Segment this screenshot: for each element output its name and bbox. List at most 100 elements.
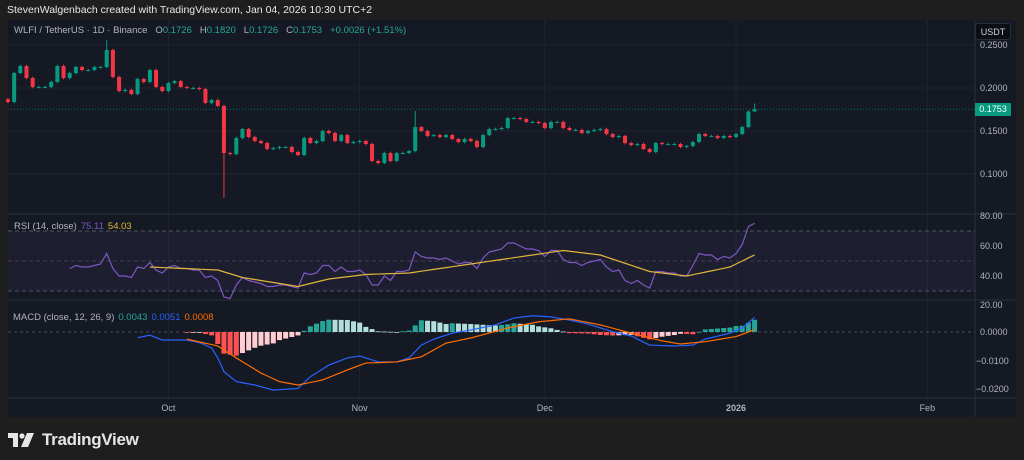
candle [191, 86, 196, 90]
candle-body [289, 146, 294, 152]
candle [289, 145, 294, 154]
candle-body [450, 135, 455, 139]
candle-body [561, 121, 566, 128]
macd-histogram-bar [239, 332, 245, 354]
candle [388, 151, 393, 163]
candle [672, 142, 677, 146]
rsi-label[interactable]: RSI (14, close) [14, 221, 77, 232]
candle-body [481, 135, 486, 147]
macd-histogram-bar [715, 328, 721, 332]
candle-body [12, 73, 17, 103]
currency-button[interactable]: USDT [975, 23, 1011, 40]
candle [400, 151, 405, 155]
candle-body [345, 135, 350, 144]
macd-histogram-bar [202, 332, 208, 335]
candle [203, 87, 208, 105]
candle-body [277, 146, 282, 149]
open-value: 0.1726 [162, 25, 192, 36]
candle-body [585, 131, 590, 133]
candle-body [413, 127, 418, 152]
candle [234, 136, 239, 156]
candle [24, 64, 29, 80]
candle [499, 126, 504, 131]
candle-body [197, 88, 202, 90]
candle-body [209, 100, 214, 103]
candle [585, 129, 590, 135]
rsi-value: 75.11 [80, 221, 104, 232]
candle-body [444, 135, 449, 138]
macd-histogram-bar [344, 320, 350, 332]
candle [573, 128, 578, 132]
macd-histogram-bar [684, 332, 690, 334]
rsi-tick: 80.00 [980, 211, 1003, 221]
candle [49, 80, 54, 89]
macd-histogram-bar [431, 321, 437, 332]
macd-histogram-bar [381, 331, 387, 333]
candle-body [98, 67, 103, 69]
macd-histogram-bar [363, 326, 369, 332]
chart-credit: StevenWalgenbach created with TradingVie… [7, 4, 373, 16]
macd-histogram-bar [264, 332, 270, 345]
candle-body [666, 143, 671, 145]
symbol-title[interactable]: WLFI / TetherUS · 1D · Binance [14, 25, 148, 36]
candle-body [234, 137, 239, 155]
chart-frame[interactable] [8, 20, 1016, 417]
candle-body [746, 111, 751, 128]
candle-body [160, 86, 165, 92]
candle-body [228, 153, 233, 155]
candle-body [240, 129, 245, 138]
candle-body [61, 65, 66, 79]
candle-body [252, 137, 257, 141]
candle [215, 98, 220, 108]
candle-body [55, 65, 60, 82]
macd-histogram-bar [659, 332, 665, 337]
macd-label[interactable]: MACD (close, 12, 26, 9) [13, 312, 115, 323]
candle-body [616, 135, 621, 138]
candle [567, 126, 572, 132]
macd-tick: 0.0000 [980, 327, 1008, 337]
macd-histogram-bar [270, 332, 276, 344]
candle-body [135, 78, 140, 95]
candle [468, 137, 473, 143]
candle-body [36, 86, 41, 88]
tradingview-logo[interactable]: TradingView [8, 430, 139, 450]
macd-histogram-bar [696, 331, 702, 333]
macd-histogram-bar [412, 325, 418, 332]
candle-body [425, 131, 430, 136]
candle [703, 132, 708, 138]
candle [363, 139, 368, 146]
price-tick: 0.2000 [980, 83, 1008, 93]
macd-histogram-bar [406, 330, 412, 332]
candle [221, 104, 226, 199]
macd-signal-value: 0.0008 [184, 312, 214, 323]
candle-body [215, 100, 220, 106]
macd-histogram-bar [641, 332, 647, 338]
candle-body [147, 70, 152, 82]
candle-body [43, 86, 48, 88]
macd-histogram-bar [739, 325, 745, 332]
candle-body [221, 105, 226, 154]
macd-histogram-bar [425, 320, 431, 332]
candle [110, 48, 115, 79]
macd-histogram-bar [647, 332, 653, 340]
close-value: 0.1753 [293, 25, 323, 36]
macd-histogram-bar [227, 332, 233, 355]
candle-body [542, 123, 547, 128]
candle [721, 134, 726, 140]
axes: 0.2500 0.2000 0.1500 0.1000 80.00 60.00 … [161, 40, 1008, 413]
candle [246, 127, 251, 139]
macd-histogram-bar [468, 324, 474, 332]
candle-body [86, 70, 91, 72]
candle-body [641, 143, 646, 149]
candle [61, 64, 66, 80]
price-tick: 0.1500 [980, 126, 1008, 136]
low-value: 0.1726 [249, 25, 279, 36]
candle [456, 137, 461, 144]
candle [413, 110, 418, 153]
candle [598, 127, 603, 132]
candle [166, 81, 171, 93]
candle [295, 150, 300, 157]
candle [117, 75, 122, 93]
candle-body [493, 129, 498, 131]
